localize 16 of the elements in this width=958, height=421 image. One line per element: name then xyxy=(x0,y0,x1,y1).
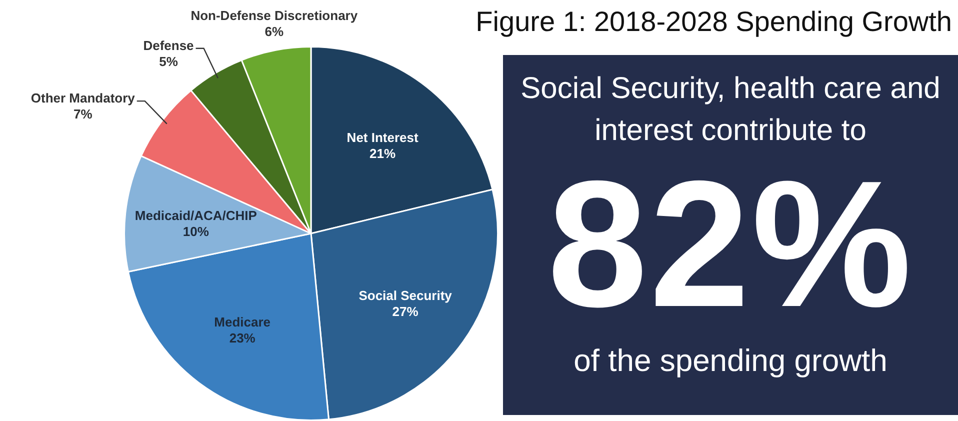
slice-label: Net Interest xyxy=(346,130,419,146)
data-label: 27% xyxy=(392,304,419,320)
slice-label: Social Security xyxy=(358,288,453,304)
text: of the spending growth xyxy=(572,342,888,380)
slice-label: Other Mandatory xyxy=(30,90,136,106)
data-label: 7% xyxy=(73,106,93,122)
slice-label: Non-Defense Discretionary xyxy=(190,8,358,23)
data-label: 10% xyxy=(182,224,210,240)
slice-label: Medicare xyxy=(214,314,271,330)
data-label: 23% xyxy=(229,330,256,346)
text: Figure 1: 2018-2028 Spending Growth xyxy=(476,6,952,38)
slice-label: Medicaid/ACA/CHIP xyxy=(134,208,258,224)
data-label: 21% xyxy=(370,146,396,162)
data-label: 5% xyxy=(159,54,178,69)
data-label: 6% xyxy=(264,24,284,39)
slice-label: Defense xyxy=(143,38,194,53)
